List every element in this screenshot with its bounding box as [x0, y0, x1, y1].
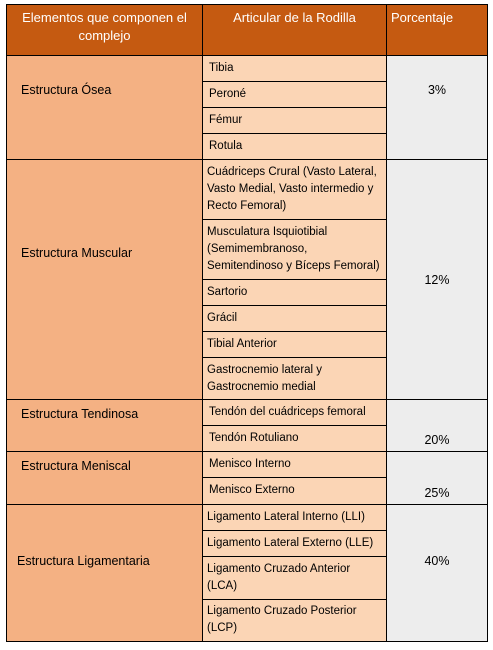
header-articular: Articular de la Rodilla	[202, 3, 387, 57]
item-lle: Ligamento Lateral Externo (LLE)	[202, 529, 387, 557]
item-gracil: Grácil	[202, 304, 387, 332]
percent-tendinosa: 20%	[386, 399, 488, 453]
table-row: Sartorio	[7, 278, 488, 306]
table-row: Estructura Ligamentaria Ligamento Latera…	[6, 503, 488, 642]
item-femur: Fémur	[202, 107, 387, 135]
item-lcp: Ligamento Cruzado Posterior (LCP)	[202, 598, 387, 643]
knee-structure-table: Elementos que componen el complejo Artic…	[6, 3, 488, 643]
group-muscular: Estructura Muscular	[6, 159, 203, 401]
item-menisco-externo: Menisco Externo	[202, 477, 387, 505]
table-row: Estructura Muscular Cuádriceps Crural (V…	[6, 159, 488, 401]
item-perone: Peroné	[202, 81, 387, 109]
table-row: Ligamento Cruzado Posterior (LCP)	[7, 598, 488, 643]
item-sartorio: Sartorio	[202, 278, 387, 306]
table-row: Grácil	[7, 304, 488, 332]
item-tibial-anterior: Tibial Anterior	[202, 330, 387, 359]
group-meniscal: Estructura Meniscal	[6, 451, 203, 505]
percent-ligamentaria: 40%	[386, 503, 488, 642]
percent-meniscal: 25%	[386, 451, 488, 505]
table-row: Estructura Ósea Tibia 3%	[6, 55, 488, 161]
group-tendinosa: Estructura Tendinosa	[6, 399, 203, 453]
item-menisco-interno: Menisco Interno	[202, 451, 387, 479]
item-lca: Ligamento Cruzado Anterior (LCA)	[202, 555, 387, 600]
table-row: Musculatura Isquiotibial (Semimembranoso…	[7, 218, 488, 280]
item-rotula: Rotula	[202, 133, 387, 161]
table-row: Estructura Meniscal Menisco Interno 25%	[6, 451, 488, 505]
table-row: Tendón Rotuliano	[7, 425, 488, 453]
header-percentage: Porcentaje	[386, 3, 488, 57]
percent-muscular: 12%	[386, 159, 488, 401]
item-tibia: Tibia	[202, 55, 387, 83]
table-row: Menisco Externo	[7, 477, 488, 505]
header-row: Elementos que componen el complejo Artic…	[6, 3, 488, 57]
table-row: Peroné	[7, 81, 488, 109]
table-row: Rotula	[7, 133, 488, 161]
percent-osea: 3%	[386, 55, 488, 161]
item-cuadriceps: Cuádriceps Crural (Vasto Lateral, Vasto …	[202, 159, 387, 220]
table-row: Ligamento Lateral Externo (LLE)	[7, 529, 488, 557]
item-isquiotibial: Musculatura Isquiotibial (Semimembranoso…	[202, 218, 387, 280]
group-osea: Estructura Ósea	[6, 55, 203, 161]
item-lli: Ligamento Lateral Interno (LLI)	[202, 503, 387, 531]
item-tendon-rotuliano: Tendón Rotuliano	[202, 425, 387, 453]
item-tendon-cuadriceps: Tendón del cuádriceps femoral	[202, 399, 387, 427]
table-row: Tibial Anterior	[7, 330, 488, 359]
header-elements: Elementos que componen el complejo	[6, 3, 203, 57]
group-ligamentaria: Estructura Ligamentaria	[6, 503, 203, 642]
table-row: Estructura Tendinosa Tendón del cuádrice…	[6, 399, 488, 453]
item-gastrocnemio: Gastrocnemio lateral y Gastrocnemio medi…	[202, 357, 387, 401]
table-row: Ligamento Cruzado Anterior (LCA)	[7, 555, 488, 600]
